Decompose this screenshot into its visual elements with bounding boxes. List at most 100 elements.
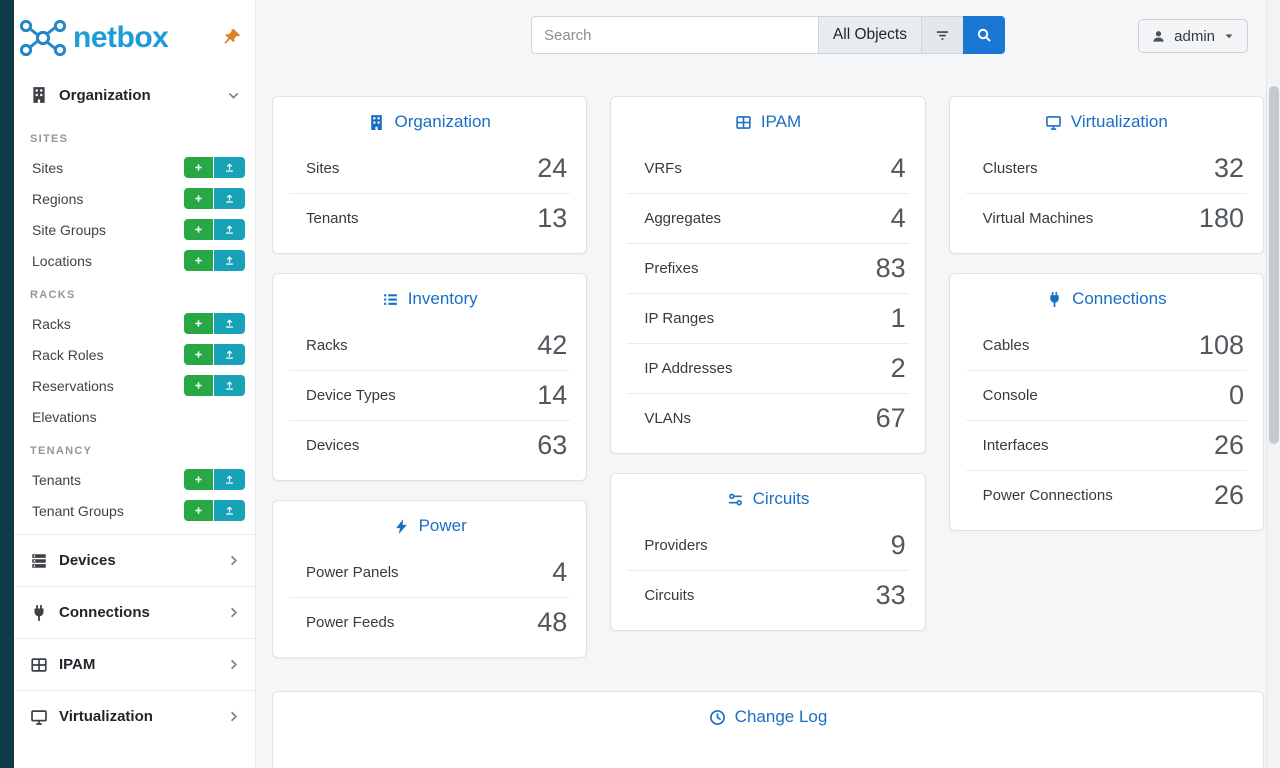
sidebar-item-label[interactable]: Tenant Groups	[32, 502, 124, 519]
add-button[interactable]	[184, 250, 213, 271]
stat-value: 14	[537, 380, 568, 410]
import-button[interactable]	[214, 250, 245, 271]
add-button[interactable]	[184, 188, 213, 209]
stat-label[interactable]: Sites	[306, 159, 340, 177]
left-dark-rail	[0, 0, 14, 768]
stat-value: 42	[537, 329, 568, 360]
stat-row: IP Addresses 2	[627, 343, 909, 393]
stat-label[interactable]: Cables	[982, 336, 1030, 354]
sidebar-item-label[interactable]: Regions	[32, 190, 84, 207]
item-actions	[184, 375, 245, 396]
page-scrollbar[interactable]	[1266, 0, 1280, 768]
filter-button[interactable]	[921, 16, 963, 54]
stat-label[interactable]: VRFs	[644, 159, 682, 177]
card-title-connections: Connections	[950, 274, 1263, 320]
stat-value: 83	[875, 253, 906, 283]
add-button[interactable]	[184, 500, 213, 521]
sidebar-item-label[interactable]: Sites	[32, 159, 64, 176]
stat-label[interactable]: Power Feeds	[306, 614, 395, 631]
stat-label[interactable]: Devices	[306, 437, 360, 454]
upload-icon	[224, 505, 235, 516]
sidebar-item-tenants: Tenants	[14, 464, 255, 495]
item-actions	[184, 344, 245, 365]
sidebar-section-connections[interactable]: Connections	[14, 586, 255, 638]
netbox-logo-icon[interactable]	[16, 16, 70, 60]
sidebar-item-label[interactable]: Rack Roles	[32, 346, 104, 363]
search-button[interactable]	[963, 16, 1005, 54]
import-button[interactable]	[214, 375, 245, 396]
sidebar-item-label[interactable]: Elevations	[32, 408, 97, 425]
stat-value: 26	[1213, 430, 1244, 460]
add-button[interactable]	[184, 157, 213, 178]
card-title-organization: Organization	[273, 97, 586, 143]
import-button[interactable]	[214, 188, 245, 209]
sidebar-item-label[interactable]: Racks	[32, 315, 71, 332]
card-body: Sites 24 Tenants 13	[273, 143, 586, 253]
stat-label[interactable]: IP Addresses	[644, 360, 733, 377]
circuit-icon	[727, 491, 744, 508]
scrollbar-thumb[interactable]	[1269, 86, 1279, 444]
item-actions	[184, 500, 245, 521]
add-button[interactable]	[184, 313, 213, 334]
stat-label[interactable]: IP Ranges	[644, 310, 715, 327]
stat-label[interactable]: Interfaces	[982, 437, 1049, 454]
section-label: Virtualization	[59, 708, 153, 725]
logo-text[interactable]: netbox	[73, 21, 169, 54]
stat-value: 9	[890, 529, 906, 560]
stat-row: Power Panels 4	[289, 547, 570, 597]
logo-row: netbox	[14, 0, 255, 70]
stat-label[interactable]: VLANs	[644, 410, 692, 427]
stat-label[interactable]: Device Types	[306, 387, 396, 404]
plus-icon	[193, 255, 204, 266]
sidebar-item-label[interactable]: Site Groups	[32, 221, 106, 238]
import-button[interactable]	[214, 157, 245, 178]
upload-icon	[224, 474, 235, 485]
add-button[interactable]	[184, 219, 213, 240]
add-button[interactable]	[184, 469, 213, 490]
search-scope-button[interactable]: All Objects	[817, 16, 921, 54]
stat-row: VLANs 67	[627, 393, 909, 443]
topbar: All Objects admin	[272, 0, 1264, 54]
stat-value: 2	[890, 353, 906, 383]
import-button[interactable]	[214, 500, 245, 521]
section-label: IPAM	[59, 656, 96, 673]
stat-label[interactable]: Power Connections	[982, 487, 1113, 504]
section-label: Connections	[59, 604, 150, 621]
chevron-right-icon	[226, 709, 241, 724]
stat-label[interactable]: Clusters	[982, 159, 1038, 177]
search-icon	[976, 27, 992, 43]
stat-value: 4	[890, 203, 906, 233]
sidebar-section-ipam[interactable]: IPAM	[14, 638, 255, 690]
sidebar-section-virtualization[interactable]: Virtualization	[14, 690, 255, 742]
card-title-text: Organization	[394, 112, 491, 131]
search-input[interactable]	[531, 16, 818, 54]
stat-label[interactable]: Aggregates	[644, 210, 722, 227]
user-menu-button[interactable]: admin	[1138, 19, 1248, 53]
import-button[interactable]	[214, 469, 245, 490]
sidebar-item-label[interactable]: Tenants	[32, 471, 82, 488]
stat-label[interactable]: Tenants	[306, 210, 359, 227]
sidebar-section-devices[interactable]: Devices	[14, 534, 255, 586]
stat-label[interactable]: Circuits	[644, 587, 695, 604]
upload-icon	[224, 349, 235, 360]
card-body: Providers 9 Circuits 33	[611, 520, 924, 630]
sidebar-item-label[interactable]: Reservations	[32, 377, 114, 394]
user-name: admin	[1174, 27, 1215, 45]
sidebar-section-organization[interactable]: Organization	[14, 70, 255, 120]
stat-label[interactable]: Providers	[644, 536, 708, 554]
stat-row: Devices 63	[289, 420, 571, 470]
stat-label[interactable]: Virtual Machines	[982, 210, 1094, 227]
stat-label[interactable]: Prefixes	[644, 260, 699, 277]
stat-label[interactable]: Racks	[306, 336, 348, 354]
dashboard-columns: Organization Sites 24 Tenants 13	[272, 96, 1264, 658]
add-button[interactable]	[184, 375, 213, 396]
import-button[interactable]	[214, 344, 245, 365]
stat-row: Device Types 14	[289, 370, 571, 420]
add-button[interactable]	[184, 344, 213, 365]
stat-label[interactable]: Console	[982, 387, 1038, 404]
sidebar-item-label[interactable]: Locations	[32, 252, 92, 269]
stat-label[interactable]: Power Panels	[306, 563, 399, 581]
pin-sidebar-button[interactable]	[221, 27, 243, 49]
import-button[interactable]	[214, 313, 245, 334]
import-button[interactable]	[214, 219, 245, 240]
